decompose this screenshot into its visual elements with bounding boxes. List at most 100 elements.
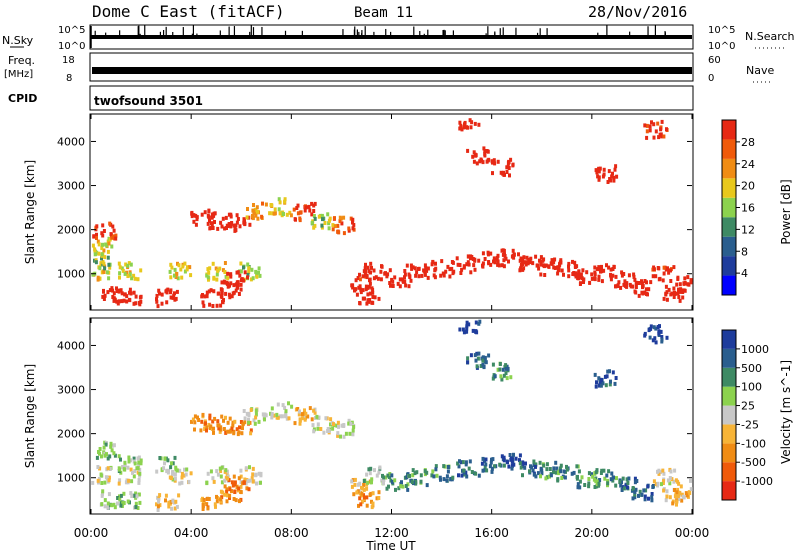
data-cell	[224, 430, 228, 435]
data-cell	[208, 302, 212, 307]
data-cell	[336, 223, 340, 228]
beam-label: Beam 11	[354, 5, 413, 21]
data-cell	[652, 122, 656, 127]
data-cell	[212, 479, 216, 484]
data-cell	[493, 374, 497, 379]
data-cell	[237, 430, 241, 435]
data-cell	[603, 374, 607, 379]
data-cell	[235, 220, 239, 225]
data-cell	[415, 470, 419, 475]
data-cell	[215, 303, 219, 308]
data-cell	[203, 294, 207, 299]
data-cell	[108, 454, 112, 459]
data-cell	[126, 263, 130, 268]
data-cell	[329, 417, 333, 422]
data-cell	[173, 291, 176, 296]
data-cell	[216, 268, 220, 273]
data-cell	[100, 454, 103, 459]
data-cell	[240, 431, 244, 436]
data-cell	[607, 469, 611, 474]
data-cell	[174, 275, 178, 279]
data-cell	[206, 471, 210, 476]
data-cell	[173, 506, 177, 511]
data-cell	[223, 226, 227, 231]
data-cell	[528, 260, 532, 265]
data-cell	[673, 468, 677, 473]
data-cell	[287, 401, 290, 406]
data-cell	[312, 209, 316, 213]
data-cell	[466, 125, 469, 130]
data-cell	[593, 265, 597, 270]
data-cell	[502, 248, 506, 253]
data-cell	[390, 473, 394, 478]
data-cell	[313, 216, 317, 221]
data-cell	[254, 415, 258, 420]
data-cell	[678, 298, 682, 303]
data-cell	[190, 419, 193, 424]
data-cell	[93, 252, 97, 257]
data-cell	[317, 415, 321, 420]
x-tick-label: 04:00	[174, 526, 209, 540]
data-cell	[403, 275, 406, 280]
data-cell	[422, 268, 426, 273]
data-cell	[657, 329, 661, 334]
velocity-colorbar-swatch	[722, 424, 736, 444]
data-cell	[496, 367, 500, 372]
data-cell	[689, 278, 693, 283]
data-cell	[307, 204, 311, 209]
data-cell	[223, 478, 227, 483]
data-cell	[158, 493, 162, 498]
data-cell	[268, 211, 272, 216]
data-cell	[577, 469, 581, 474]
data-cell	[220, 291, 224, 296]
data-cell	[220, 480, 224, 485]
data-cell	[251, 216, 255, 221]
data-cell	[544, 476, 548, 481]
data-cell	[411, 473, 415, 478]
data-cell	[576, 276, 580, 281]
data-cell	[352, 492, 356, 497]
data-cell	[351, 285, 355, 290]
data-cell	[550, 258, 554, 263]
data-cell	[246, 272, 250, 277]
data-cell	[126, 274, 130, 278]
data-cell	[459, 271, 463, 275]
data-cell	[656, 481, 660, 486]
data-cell	[137, 492, 141, 497]
data-cell	[666, 478, 670, 483]
data-cell	[326, 212, 330, 217]
data-cell	[252, 418, 256, 423]
data-cell	[593, 485, 597, 489]
data-cell	[598, 383, 602, 388]
data-cell	[185, 267, 189, 272]
data-cell	[660, 119, 664, 124]
data-cell	[469, 270, 473, 275]
data-cell	[627, 476, 631, 481]
data-cell	[255, 481, 258, 486]
data-cell	[310, 220, 314, 225]
data-cell	[365, 301, 369, 306]
data-cell	[103, 255, 107, 260]
data-cell	[316, 426, 320, 431]
data-cell	[562, 469, 566, 474]
data-cell	[358, 272, 361, 277]
data-cell	[206, 496, 210, 501]
data-cell	[442, 464, 446, 469]
data-cell	[517, 252, 520, 257]
data-cell	[371, 290, 375, 295]
y-tick-label: 3000	[57, 180, 85, 193]
data-cell	[531, 261, 535, 266]
data-cell	[170, 461, 173, 466]
velocity-colorbar-tick-label: 100	[741, 381, 762, 394]
data-cell	[104, 442, 108, 447]
data-cell	[607, 265, 611, 270]
data-cell	[526, 261, 530, 266]
data-cell	[231, 423, 235, 428]
data-cell	[99, 261, 103, 266]
data-cell	[640, 281, 644, 286]
data-cell	[101, 294, 105, 299]
data-cell	[169, 262, 173, 267]
data-cell	[228, 496, 231, 500]
data-cell	[119, 503, 123, 508]
data-cell	[347, 421, 351, 426]
